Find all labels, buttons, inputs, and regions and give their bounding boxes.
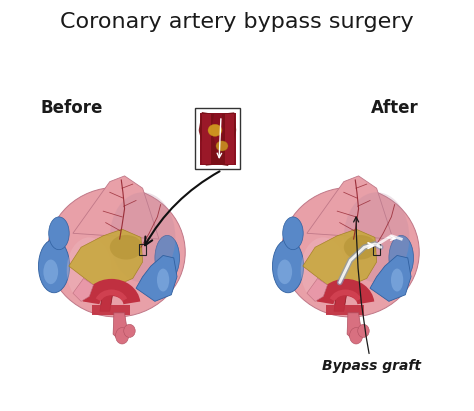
- Ellipse shape: [273, 240, 304, 293]
- Ellipse shape: [49, 217, 69, 250]
- Ellipse shape: [277, 259, 292, 284]
- Ellipse shape: [67, 238, 112, 303]
- Ellipse shape: [110, 192, 175, 282]
- Text: After: After: [371, 99, 419, 117]
- Polygon shape: [326, 305, 365, 315]
- Polygon shape: [370, 256, 411, 301]
- Ellipse shape: [358, 324, 369, 337]
- Polygon shape: [202, 114, 211, 164]
- Ellipse shape: [110, 235, 143, 259]
- Ellipse shape: [301, 238, 346, 303]
- Ellipse shape: [283, 217, 303, 250]
- Ellipse shape: [208, 124, 222, 136]
- Ellipse shape: [47, 187, 185, 317]
- Ellipse shape: [116, 328, 128, 344]
- Ellipse shape: [124, 324, 135, 337]
- Polygon shape: [73, 278, 93, 301]
- Polygon shape: [113, 313, 128, 337]
- Ellipse shape: [282, 187, 419, 317]
- Polygon shape: [92, 305, 130, 315]
- Ellipse shape: [216, 141, 228, 151]
- Polygon shape: [347, 313, 362, 337]
- Ellipse shape: [389, 236, 413, 280]
- Polygon shape: [334, 285, 348, 311]
- Text: Before: Before: [41, 99, 103, 117]
- Ellipse shape: [155, 236, 180, 280]
- Polygon shape: [307, 176, 393, 239]
- Ellipse shape: [344, 235, 377, 259]
- Polygon shape: [69, 229, 143, 286]
- Polygon shape: [303, 229, 377, 286]
- Text: Bypass graft: Bypass graft: [322, 217, 421, 373]
- Ellipse shape: [38, 240, 70, 293]
- FancyBboxPatch shape: [195, 109, 240, 169]
- Ellipse shape: [349, 328, 363, 344]
- Text: Coronary artery bypass surgery: Coronary artery bypass surgery: [60, 12, 414, 32]
- Ellipse shape: [344, 192, 410, 282]
- Polygon shape: [200, 113, 236, 165]
- Polygon shape: [100, 285, 114, 311]
- Ellipse shape: [391, 268, 403, 291]
- Polygon shape: [307, 278, 328, 301]
- Ellipse shape: [44, 259, 58, 284]
- Ellipse shape: [157, 268, 169, 291]
- Polygon shape: [225, 114, 234, 164]
- Polygon shape: [136, 256, 177, 301]
- Polygon shape: [73, 176, 159, 239]
